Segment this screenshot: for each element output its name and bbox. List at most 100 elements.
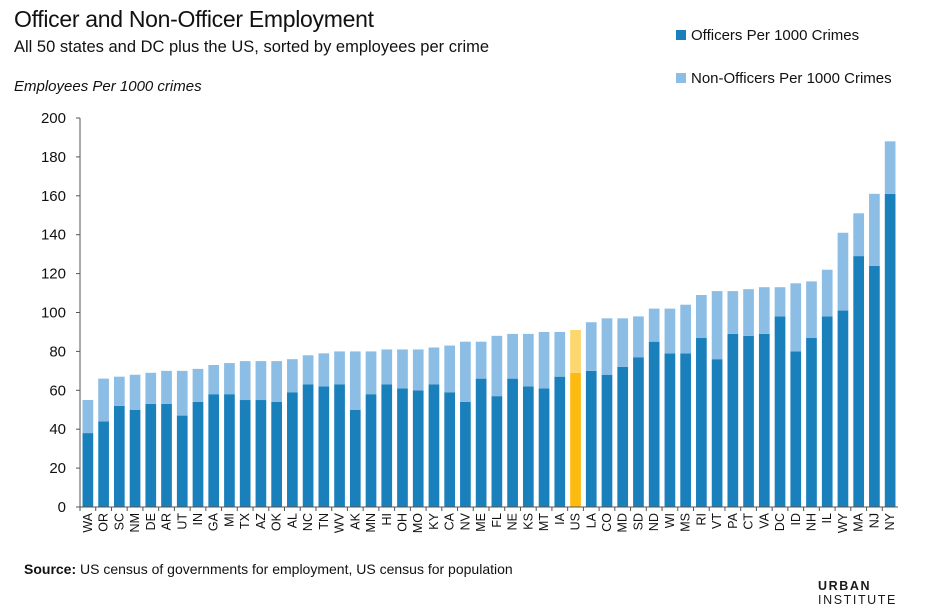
bar-officers-de [145, 403, 157, 507]
bar-nonofficers-az [255, 361, 267, 401]
x-tick-label-mn: MN [364, 513, 378, 532]
bar-nonofficers-dc [774, 287, 786, 317]
x-tick-label-tn: TN [317, 513, 331, 530]
x-tick-label-wi: WI [663, 513, 677, 528]
y-tick-label-160: 160 [41, 188, 66, 205]
bar-officers-ak [349, 409, 361, 507]
bar-officers-ny [884, 193, 896, 508]
bar-officers-nv [460, 401, 471, 507]
x-tick-label-nd: ND [647, 513, 661, 531]
legend-label-officers: Officers Per 1000 Crimes [691, 26, 860, 44]
chart-subtitle: All 50 states and DC plus the US, sorted… [14, 38, 490, 56]
x-tick-label-ak: AK [348, 512, 362, 529]
bar-nonofficers-me [475, 341, 487, 379]
y-tick-label-20: 20 [49, 460, 66, 477]
bar-nonofficers-nd [648, 308, 660, 342]
x-tick-label-ky: KY [427, 512, 441, 529]
x-tick-label-me: ME [474, 513, 488, 532]
x-tick-label-co: CO [600, 513, 614, 532]
x-tick-label-ok: OK [270, 512, 284, 531]
x-tick-label-mt: MT [537, 513, 551, 531]
x-tick-label-oh: OH [395, 513, 409, 532]
bar-officers-oh [397, 388, 408, 507]
logo-brand: URBAN [818, 579, 872, 593]
bar-officers-ok [271, 401, 282, 507]
y-axis-label: Employees Per 1000 crimes [14, 78, 202, 95]
bar-nonofficers-hi [381, 349, 393, 385]
y-tick-label-140: 140 [41, 227, 66, 244]
bar-officers-tn [318, 386, 330, 507]
x-tick-label-sd: SD [631, 513, 645, 530]
bar-officers-wi [664, 353, 676, 507]
x-tick-label-nj: NJ [867, 513, 881, 528]
x-tick-label-va: VA [757, 512, 771, 528]
bar-nonofficers-nm [129, 374, 141, 410]
x-tick-label-ms: MS [679, 513, 693, 532]
x-tick-label-ut: UT [175, 513, 189, 530]
chart-title: Officer and Non-Officer Employment [14, 6, 374, 32]
bar-officers-az [255, 400, 267, 507]
bar-nonofficers-mi [224, 363, 235, 395]
urban-institute-logo: URBAN INSTITUTE [818, 579, 952, 607]
stacked-bar-chart: WA OR SC NM DE AR UT IN GA MI TX AZ OK AL NC TN WV AK MN HI… [41, 110, 898, 533]
bar-officers-il [821, 316, 833, 507]
bar-nonofficers-fl [491, 335, 503, 397]
bar-nonofficers-md [617, 318, 629, 367]
y-tick-label-0: 0 [58, 499, 66, 516]
bar-nonofficers-mn [365, 351, 377, 395]
x-tick-label-la: LA [584, 512, 598, 528]
x-tick-label-ny: NY [883, 512, 897, 530]
y-tick-label-200: 200 [41, 110, 66, 127]
bar-officers-ut [176, 415, 188, 507]
x-tick-label-wy: WY [836, 512, 850, 533]
bar-officers-ms [680, 353, 691, 507]
bar-nonofficers-ks [522, 333, 534, 387]
x-tick-label-hi: HI [380, 513, 394, 526]
legend-item-officers: Officers Per 1000 Crimes [676, 24, 892, 46]
bar-nonofficers-tx [239, 361, 251, 401]
bar-nonofficers-us [570, 330, 581, 373]
bar-officers-ct [743, 335, 754, 507]
bar-officers-nj [869, 265, 880, 507]
bar-nonofficers-co [601, 318, 613, 375]
bar-nonofficers-il [821, 269, 833, 317]
y-tick-label-180: 180 [41, 149, 66, 166]
bar-officers-hi [381, 384, 393, 507]
bar-nonofficers-ri [696, 294, 707, 338]
legend-item-nonofficers: Non-Officers Per 1000 Crimes [676, 67, 892, 89]
bar-nonofficers-nc [302, 355, 314, 385]
bar-officers-sd [633, 357, 644, 507]
x-tick-label-md: MD [616, 513, 630, 532]
legend-swatch-officers [676, 30, 686, 40]
source-note: Source: US census of governments for emp… [24, 561, 513, 577]
bar-officers-la [585, 370, 597, 507]
x-tick-label-wa: WA [81, 512, 95, 532]
bar-nonofficers-wy [837, 232, 849, 311]
bar-nonofficers-ny [884, 141, 896, 194]
bar-nonofficers-vt [711, 291, 723, 360]
bar-officers-nd [648, 341, 660, 507]
bar-nonofficers-ma [853, 213, 865, 257]
bar-officers-nc [302, 384, 314, 507]
x-tick-label-wv: WV [333, 512, 347, 533]
bar-officers-mo [412, 390, 424, 507]
y-tick-label-100: 100 [41, 305, 66, 322]
bar-nonofficers-nh [806, 281, 817, 338]
x-tick-label-ca: CA [443, 512, 457, 530]
bar-officers-wy [837, 310, 849, 507]
bar-officers-tx [239, 400, 251, 507]
bar-officers-ky [428, 384, 440, 507]
bar-nonofficers-ia [554, 331, 566, 377]
bar-nonofficers-va [758, 287, 770, 334]
x-tick-label-nm: NM [128, 513, 142, 532]
x-tick-label-al: AL [285, 513, 299, 528]
bar-officers-ne [507, 378, 518, 507]
source-label: Source: [24, 561, 77, 577]
bar-nonofficers-ok [271, 361, 282, 402]
bar-nonofficers-ky [428, 347, 440, 385]
bar-officers-al [287, 392, 298, 507]
bar-nonofficers-la [585, 322, 597, 371]
bar-nonofficers-wa [82, 400, 94, 434]
x-tick-label-pa: PA [726, 512, 740, 528]
bar-nonofficers-or [98, 378, 109, 422]
